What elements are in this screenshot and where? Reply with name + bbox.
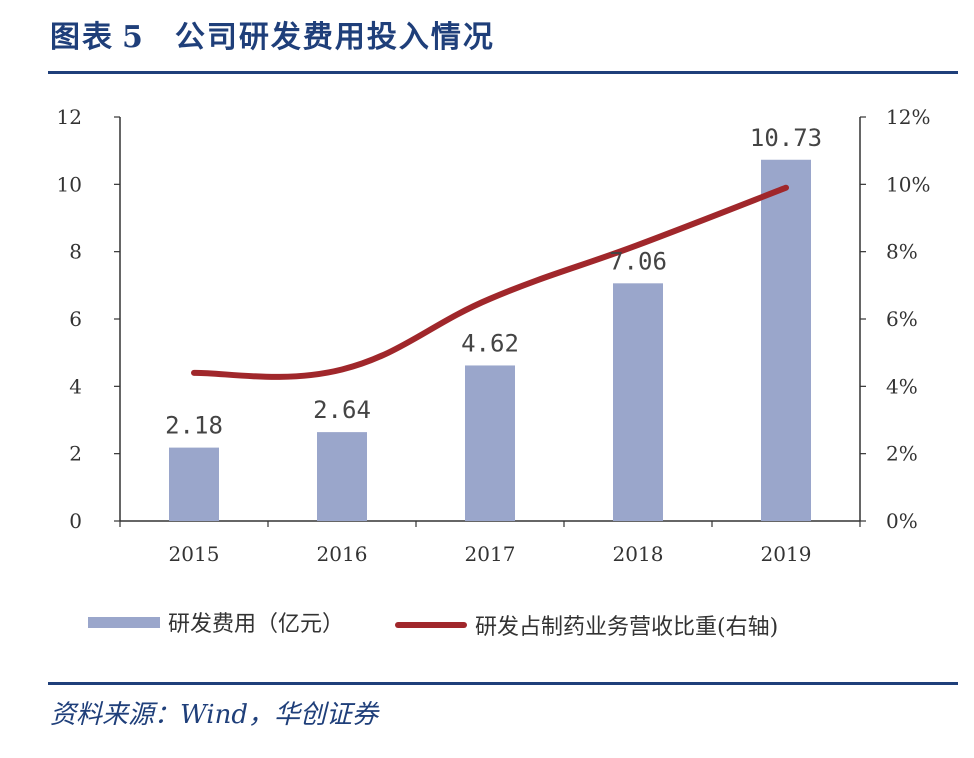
bar-data-label: 10.73 bbox=[750, 124, 822, 152]
legend-bar-swatch bbox=[88, 616, 160, 628]
bar-data-label: 2.18 bbox=[165, 412, 223, 440]
bar bbox=[465, 365, 515, 521]
bar-data-label: 2.64 bbox=[313, 396, 371, 424]
legend-label-rd-expense: 研发费用（亿元） bbox=[168, 612, 345, 637]
y-right-tick-label: 10% bbox=[886, 172, 930, 196]
ratio-line bbox=[191, 184, 789, 380]
figure-label: 图表 bbox=[50, 20, 114, 55]
y-right-tick-label: 4% bbox=[886, 374, 918, 398]
bar bbox=[761, 159, 811, 522]
bar bbox=[317, 432, 367, 521]
y-left-tick-label: 4 bbox=[69, 374, 82, 398]
legend-item-rd-ratio: 研发占制药业务营收比重(右轴) bbox=[395, 609, 778, 641]
bottom-rule bbox=[48, 682, 958, 685]
legend-item-rd-expense: 研发费用（亿元） bbox=[88, 606, 344, 638]
source-note: 资料来源：Wind，华创证券 bbox=[50, 700, 378, 730]
y-left-tick-label: 6 bbox=[69, 307, 82, 331]
legend-label-rd-ratio: 研发占制药业务营收比重(右轴) bbox=[475, 614, 779, 640]
legend-line-swatch bbox=[395, 621, 468, 628]
legend: 研发费用（亿元） 研发占制药业务营收比重(右轴) bbox=[88, 606, 822, 641]
figure-title: 图表 5 公司研发费用投入情况 bbox=[50, 12, 495, 64]
y-right-tick-label: 2% bbox=[886, 442, 918, 466]
y-left-tick-label: 2 bbox=[69, 442, 82, 466]
y-left-tick-label: 12 bbox=[57, 105, 82, 129]
y-left-tick-label: 8 bbox=[69, 240, 82, 264]
figure-caption: 公司研发费用投入情况 bbox=[174, 20, 495, 55]
y-left-tick-label: 0 bbox=[69, 509, 82, 533]
y-right-tick-label: 0% bbox=[886, 509, 918, 533]
x-tick-label: 2017 bbox=[465, 542, 516, 566]
figure-number: 5 bbox=[122, 20, 145, 55]
y-right-tick-label: 8% bbox=[886, 240, 918, 264]
bar-data-label: 4.62 bbox=[461, 329, 519, 357]
top-rule bbox=[48, 71, 958, 74]
x-tick-label: 2018 bbox=[613, 542, 664, 566]
y-left-tick-label: 10 bbox=[57, 172, 82, 196]
x-tick-label: 2019 bbox=[761, 542, 812, 566]
x-tick-label: 2015 bbox=[169, 542, 220, 566]
y-right-tick-label: 12% bbox=[886, 105, 930, 129]
chart: 0 2 4 6 8 10 12 0% 2% 4% 6% 8% 10% 12% 2015 2016 2017 201… bbox=[57, 105, 931, 566]
bar bbox=[613, 283, 663, 521]
x-tick-label: 2016 bbox=[317, 542, 368, 566]
y-right-tick-label: 6% bbox=[886, 307, 918, 331]
bar-data-label: 7.06 bbox=[609, 247, 667, 275]
bar bbox=[169, 447, 219, 521]
